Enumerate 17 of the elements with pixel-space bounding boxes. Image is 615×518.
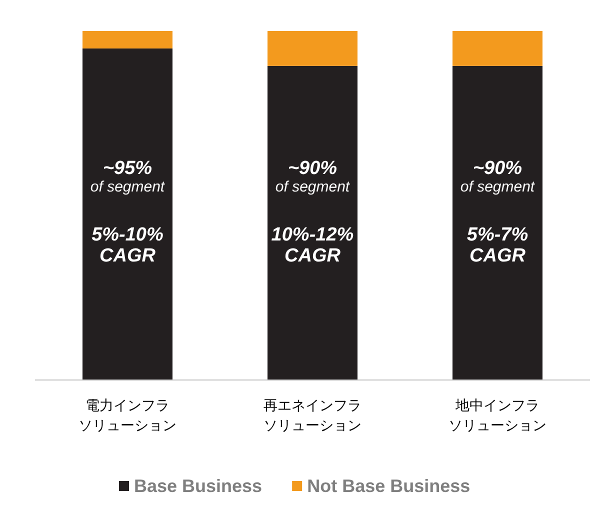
annotation: CAGR bbox=[100, 245, 156, 266]
annotation: ~90% bbox=[472, 158, 522, 180]
annotation: CAGR bbox=[284, 245, 341, 266]
annotation: of segment bbox=[275, 178, 350, 196]
annotation: CAGR bbox=[470, 245, 526, 266]
annotation: ~90% bbox=[288, 158, 338, 180]
legend-label: Not Base Business bbox=[307, 476, 470, 496]
annotation: 5%-7% bbox=[466, 224, 528, 246]
x-tick-label: 地中インフラソリューション bbox=[448, 398, 546, 434]
annotation: of segment bbox=[460, 178, 536, 196]
annotation: of segment bbox=[90, 178, 166, 196]
annotation: 5%-10% bbox=[92, 224, 164, 246]
legend-label: Base Business bbox=[134, 476, 262, 496]
x-tick-label: 電力インフラソリューション bbox=[78, 398, 176, 434]
annotation: ~95% bbox=[102, 158, 152, 180]
x-tick-label: 再エネインフラソリューション bbox=[264, 398, 362, 434]
annotation: 10%-12% bbox=[271, 224, 354, 246]
